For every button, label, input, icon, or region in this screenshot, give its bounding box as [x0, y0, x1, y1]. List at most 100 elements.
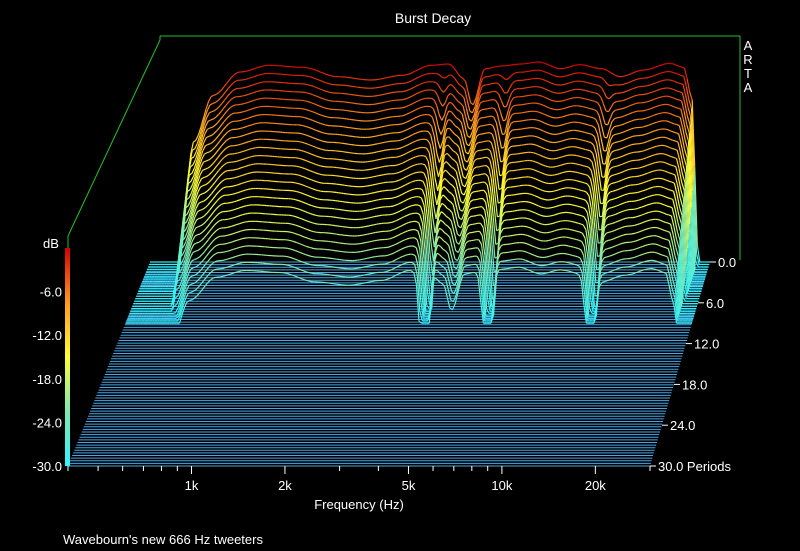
slice-segment	[374, 119, 378, 121]
slice-segment	[312, 68, 316, 71]
slice-segment	[239, 174, 243, 177]
slice-segment	[489, 83, 493, 85]
slice-segment	[617, 164, 621, 167]
slice-segment	[626, 144, 630, 148]
slice-segment	[428, 267, 433, 290]
slice-segment	[627, 113, 631, 116]
slice-segment	[659, 227, 663, 231]
slice-segment	[389, 91, 393, 94]
slice-segment	[628, 184, 631, 187]
slice-segment	[214, 100, 219, 104]
slice-segment	[483, 140, 487, 143]
slice-segment	[685, 86, 690, 100]
slice-segment	[590, 66, 594, 68]
slice-segment	[401, 98, 405, 101]
slice-segment	[372, 231, 376, 234]
slice-segment	[470, 137, 474, 149]
slice-segment	[616, 196, 620, 199]
slice-segment	[306, 151, 310, 154]
slice-segment	[592, 125, 596, 129]
slice-segment	[475, 119, 480, 128]
slice-segment	[188, 249, 192, 258]
slice-segment	[305, 185, 309, 188]
slice-segment	[202, 184, 206, 187]
slice-segment	[312, 171, 316, 174]
slice-segment	[476, 86, 481, 97]
slice-segment	[466, 192, 470, 204]
slice-segment	[567, 90, 571, 92]
slice-segment	[688, 99, 693, 109]
slice-segment	[451, 75, 456, 79]
slice-segment	[657, 136, 661, 139]
slice-segment	[432, 156, 436, 179]
slice-segment	[450, 166, 455, 170]
slice-segment	[215, 92, 220, 95]
slice-segment	[408, 103, 412, 107]
slice-segment	[315, 163, 319, 166]
slice-segment	[191, 167, 196, 174]
slice-segment	[533, 169, 537, 172]
slice-segment	[205, 159, 209, 162]
slice-segment	[396, 241, 400, 245]
slice-segment	[602, 68, 606, 71]
slice-segment	[585, 191, 590, 197]
slice-segment	[247, 124, 251, 127]
slice-segment	[681, 181, 685, 191]
slice-segment	[451, 212, 456, 224]
slice-segment	[613, 149, 617, 152]
slice-segment	[324, 107, 328, 110]
slice-segment	[537, 187, 541, 191]
decay-slice	[136, 176, 700, 297]
slice-segment	[613, 205, 617, 208]
slice-segment	[477, 125, 481, 129]
slice-segment	[643, 101, 647, 104]
slice-segment	[177, 299, 182, 308]
slice-segment	[631, 224, 635, 227]
slice-segment	[602, 114, 606, 125]
slice-segment	[594, 228, 598, 257]
slice-segment	[634, 86, 638, 89]
slice-segment	[651, 146, 655, 149]
slice-segment	[622, 242, 626, 244]
slice-segment	[236, 160, 240, 162]
slice-segment	[607, 223, 610, 226]
slice-segment	[222, 171, 226, 174]
slice-segment	[664, 230, 668, 232]
slice-segment	[670, 215, 675, 227]
slice-segment	[257, 106, 261, 108]
slice-segment	[391, 244, 395, 247]
slice-segment	[558, 236, 562, 239]
slice-segment	[212, 253, 217, 256]
slice-segment	[416, 99, 420, 103]
slice-segment	[375, 135, 379, 137]
slice-segment	[625, 217, 628, 220]
slice-segment	[480, 70, 485, 79]
slice-segment	[566, 98, 570, 101]
slice-segment	[401, 216, 405, 219]
slice-segment	[501, 212, 506, 217]
slice-segment	[248, 116, 252, 119]
slice-segment	[584, 208, 588, 214]
slice-segment	[247, 148, 251, 151]
slice-segment	[307, 186, 311, 189]
slice-segment	[237, 214, 241, 217]
slice-segment	[685, 165, 690, 233]
slice-segment	[439, 219, 444, 223]
slice-segment	[648, 99, 652, 102]
slice-segment	[480, 244, 485, 265]
slice-segment	[457, 73, 461, 78]
slice-segment	[423, 155, 426, 158]
slice-segment	[670, 197, 674, 201]
slice-segment	[172, 289, 177, 303]
slice-segment	[561, 123, 565, 126]
slice-segment	[220, 129, 224, 134]
slice-segment	[502, 119, 506, 122]
slice-segment	[630, 80, 634, 83]
slice-segment	[441, 155, 446, 169]
slice-segment	[256, 66, 260, 69]
slice-segment	[425, 187, 429, 209]
slice-segment	[472, 174, 476, 178]
slice-segment	[387, 230, 391, 232]
slice-segment	[484, 108, 488, 110]
slice-segment	[506, 140, 510, 150]
